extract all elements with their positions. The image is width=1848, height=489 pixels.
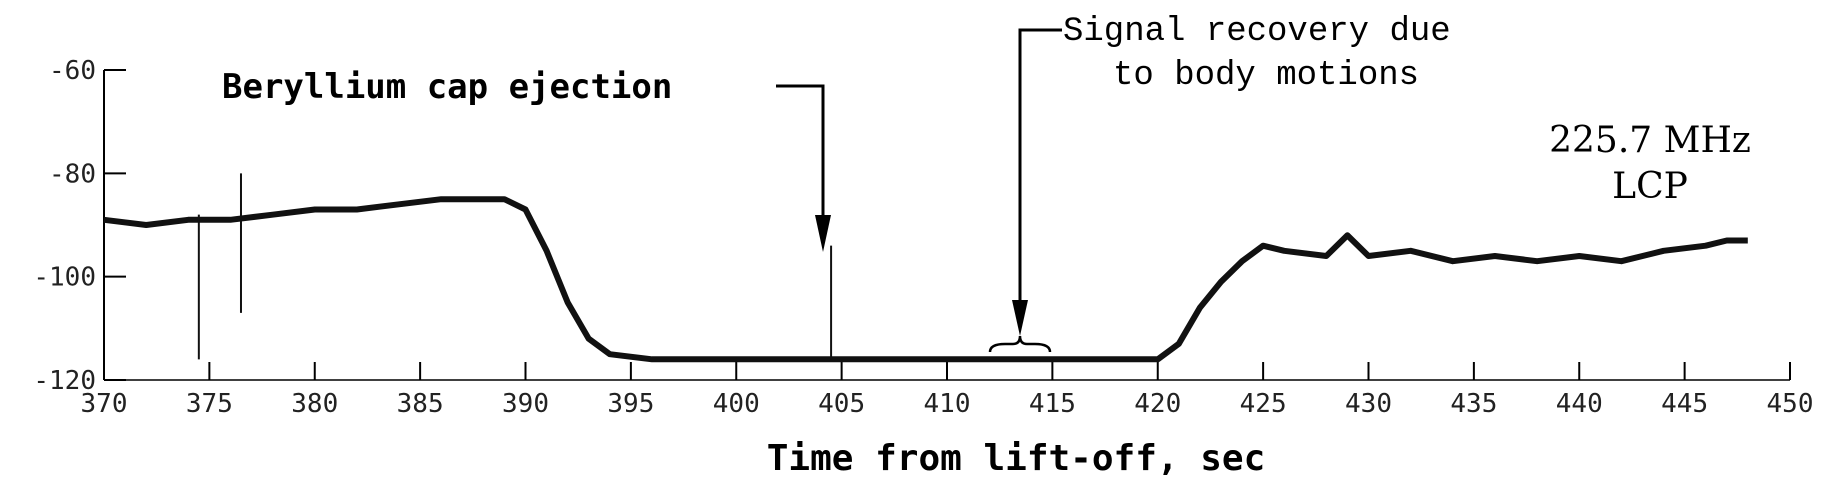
series-layer	[103, 173, 1748, 363]
annotation-beryllium: Beryllium cap ejection	[222, 67, 831, 252]
x-tick-label: 430	[1345, 389, 1392, 419]
signal-recovery-label-line2: to body motions	[1113, 57, 1419, 95]
annotation-frequency: 225.7 MHz LCP	[1549, 120, 1751, 207]
signal-recovery-arrow-head	[1012, 300, 1028, 336]
y-tick-label: -100	[33, 263, 96, 293]
x-tick-label: 370	[81, 389, 128, 419]
axes	[103, 70, 1790, 381]
x-tick-label: 445	[1661, 389, 1708, 419]
x-tick-label: 415	[1029, 389, 1076, 419]
x-tick-label: 375	[186, 389, 233, 419]
x-tick-label: 440	[1556, 389, 1603, 419]
y-ticks: -60 -80 -100 -120	[33, 56, 126, 396]
y-tick-label: -60	[49, 56, 96, 86]
y-tick-label: -80	[49, 159, 96, 189]
x-axis-title: Time from lift-off, sec	[767, 438, 1266, 479]
x-tick-label: 390	[502, 389, 549, 419]
x-tick-label: 425	[1240, 389, 1287, 419]
beryllium-label: Beryllium cap ejection	[222, 67, 672, 107]
x-tick-label: 395	[607, 389, 654, 419]
signal-recovery-brace	[988, 335, 1052, 353]
polarization-label: LCP	[1612, 166, 1688, 207]
frequency-label: 225.7 MHz	[1549, 120, 1751, 161]
annotation-signal-recovery: Signal recovery due to body motions	[988, 13, 1451, 353]
x-tick-label: 400	[713, 389, 760, 419]
x-tick-label: 435	[1450, 389, 1497, 419]
beryllium-arrow-line	[776, 84, 825, 215]
signal-recovery-arrow-line	[1018, 28, 1062, 300]
x-tick-label: 405	[818, 389, 865, 419]
beryllium-arrow-head	[815, 215, 831, 252]
x-tick-label: 385	[397, 389, 444, 419]
x-tick-label: 410	[924, 389, 971, 419]
signal-recovery-label-line1: Signal recovery due	[1063, 13, 1451, 51]
x-tick-label: 420	[1134, 389, 1181, 419]
x-tick-label: 380	[291, 389, 338, 419]
signal-series-line	[103, 196, 1748, 363]
y-tick-label: -120	[33, 366, 96, 396]
x-ticks: 370 375 380 385 390 395 400 405 410 415 420 425 430 4…	[81, 362, 1814, 419]
x-tick-label: 450	[1767, 389, 1814, 419]
